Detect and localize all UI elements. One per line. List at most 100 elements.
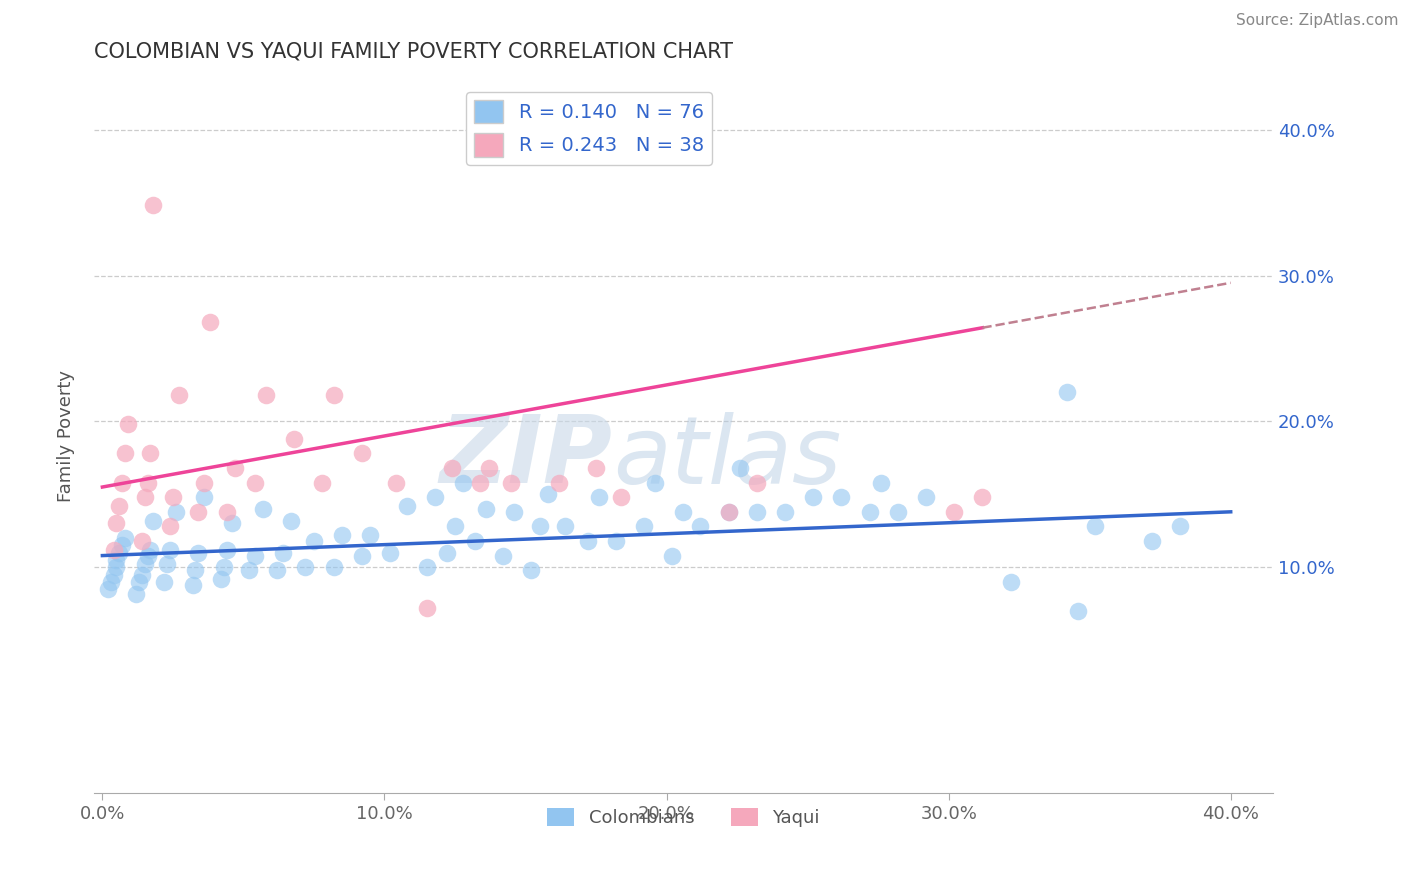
Point: [672, 505, 695, 519]
Point: [131, 567, 153, 582]
Point: [311, 475, 333, 490]
Point: [114, 531, 136, 545]
Point: [266, 563, 288, 577]
Point: [215, 542, 238, 557]
Point: [503, 505, 526, 519]
Point: [136, 549, 159, 563]
Point: [97, 582, 120, 596]
Point: [475, 502, 498, 516]
Point: [444, 519, 467, 533]
Point: [134, 558, 156, 572]
Point: [139, 542, 162, 557]
Legend: Colombians, Yaqui: Colombians, Yaqui: [540, 800, 827, 834]
Point: [773, 505, 796, 519]
Point: [453, 475, 475, 490]
Point: [243, 549, 266, 563]
Point: [114, 446, 136, 460]
Point: [689, 519, 711, 533]
Point: [105, 553, 128, 567]
Point: [537, 487, 560, 501]
Point: [243, 475, 266, 490]
Point: [142, 198, 165, 212]
Point: [633, 519, 655, 533]
Point: [1140, 533, 1163, 548]
Point: [859, 505, 882, 519]
Point: [181, 578, 204, 592]
Point: [728, 461, 751, 475]
Point: [103, 542, 125, 557]
Point: [108, 499, 131, 513]
Point: [136, 475, 159, 490]
Point: [492, 549, 515, 563]
Text: ZIP: ZIP: [440, 411, 613, 503]
Point: [745, 505, 768, 519]
Point: [548, 475, 571, 490]
Point: [212, 560, 235, 574]
Point: [1056, 385, 1078, 400]
Point: [717, 505, 740, 519]
Point: [436, 546, 458, 560]
Point: [1084, 519, 1107, 533]
Point: [745, 475, 768, 490]
Point: [142, 514, 165, 528]
Point: [441, 461, 464, 475]
Point: [478, 461, 501, 475]
Point: [165, 505, 187, 519]
Point: [605, 533, 627, 548]
Point: [221, 516, 243, 531]
Text: Source: ZipAtlas.com: Source: ZipAtlas.com: [1236, 13, 1399, 29]
Point: [224, 461, 246, 475]
Point: [470, 475, 492, 490]
Point: [1067, 604, 1090, 618]
Point: [111, 475, 134, 490]
Point: [125, 586, 148, 600]
Point: [870, 475, 893, 490]
Point: [576, 533, 599, 548]
Point: [915, 490, 938, 504]
Point: [585, 461, 607, 475]
Point: [252, 502, 274, 516]
Point: [131, 533, 153, 548]
Point: [215, 505, 238, 519]
Point: [156, 558, 179, 572]
Point: [271, 546, 294, 560]
Text: atlas: atlas: [613, 412, 841, 503]
Point: [425, 490, 447, 504]
Point: [1168, 519, 1191, 533]
Point: [350, 549, 373, 563]
Point: [103, 567, 125, 582]
Y-axis label: Family Poverty: Family Poverty: [58, 370, 75, 502]
Point: [1000, 574, 1022, 589]
Point: [153, 574, 176, 589]
Point: [330, 528, 353, 542]
Point: [661, 549, 683, 563]
Point: [416, 601, 439, 615]
Point: [801, 490, 824, 504]
Point: [464, 533, 486, 548]
Point: [100, 574, 122, 589]
Point: [159, 519, 181, 533]
Point: [283, 432, 305, 446]
Point: [111, 538, 134, 552]
Point: [610, 490, 633, 504]
Point: [198, 315, 221, 329]
Point: [302, 533, 325, 548]
Point: [943, 505, 966, 519]
Point: [162, 490, 184, 504]
Point: [105, 516, 128, 531]
Point: [159, 542, 181, 557]
Point: [117, 417, 139, 432]
Point: [588, 490, 610, 504]
Point: [529, 519, 551, 533]
Point: [105, 560, 128, 574]
Point: [384, 475, 406, 490]
Point: [554, 519, 576, 533]
Point: [396, 499, 419, 513]
Point: [294, 560, 316, 574]
Point: [416, 560, 439, 574]
Point: [193, 490, 215, 504]
Point: [717, 505, 740, 519]
Point: [187, 505, 209, 519]
Point: [830, 490, 852, 504]
Point: [128, 574, 150, 589]
